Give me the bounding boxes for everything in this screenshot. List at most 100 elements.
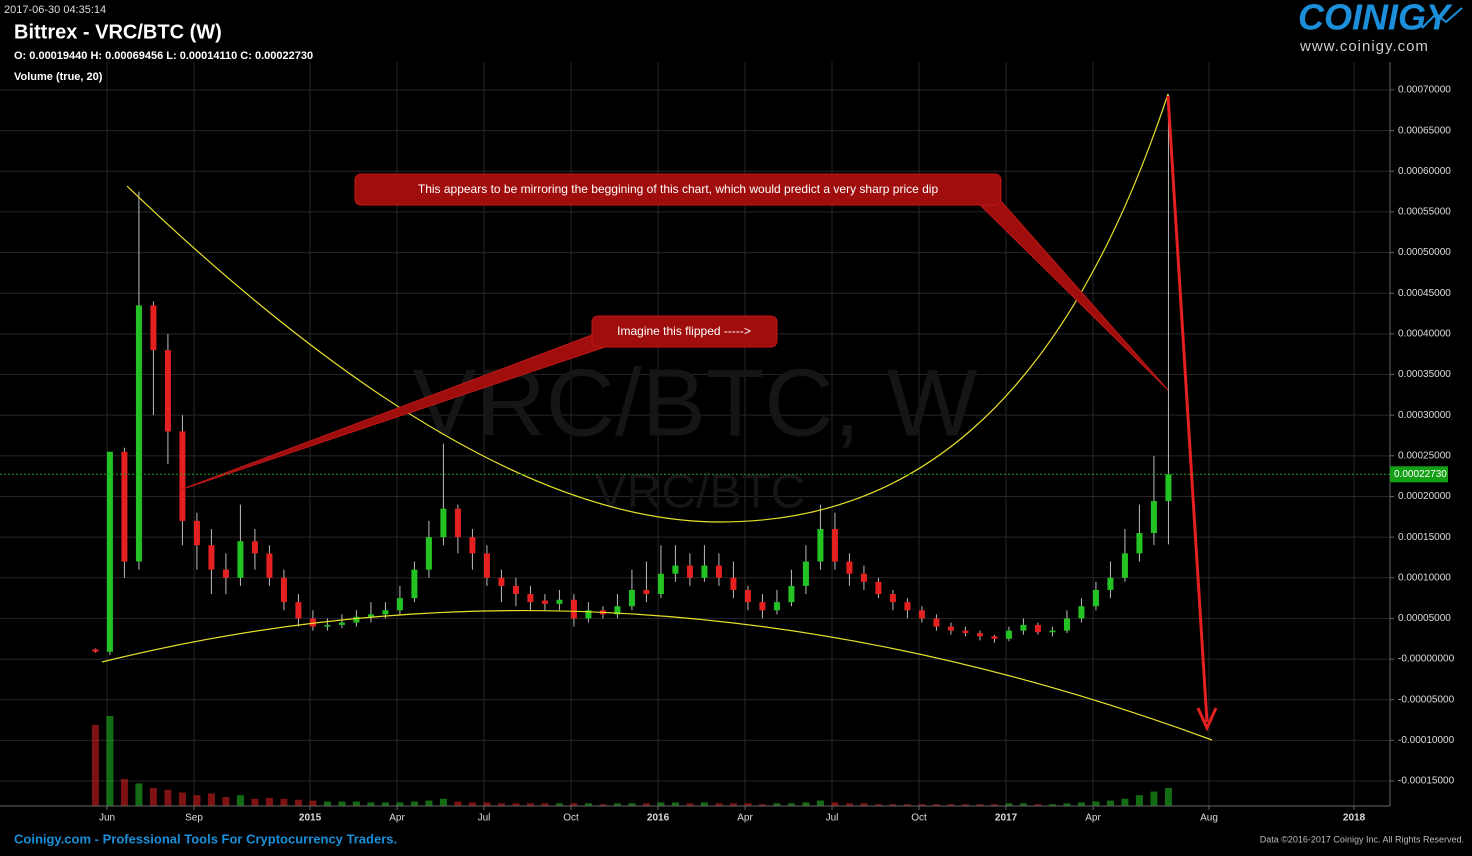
- candle-body: [266, 553, 273, 578]
- candle-body: [164, 350, 171, 432]
- candle-body: [469, 537, 476, 554]
- candle-body: [1165, 474, 1172, 502]
- candle-body: [976, 633, 983, 637]
- candle-body: [904, 602, 911, 611]
- grid: [0, 62, 1390, 806]
- volume-bar: [1092, 801, 1100, 806]
- volume-bar: [671, 802, 679, 806]
- volume-bar: [149, 788, 157, 806]
- volume-label: Volume (true, 20): [14, 71, 103, 83]
- volume-bar: [425, 800, 433, 806]
- volume-bar: [657, 802, 665, 806]
- candle-body: [498, 577, 505, 586]
- candle-body: [875, 581, 882, 595]
- candle-body: [1049, 630, 1056, 633]
- candle-body: [831, 529, 838, 562]
- candle-body: [570, 599, 577, 619]
- volume-bar: [715, 803, 723, 806]
- volume-bar: [338, 801, 346, 806]
- candles: [92, 94, 1172, 656]
- candle-body: [773, 602, 780, 611]
- candle-body: [933, 618, 940, 627]
- candle-body: [628, 589, 635, 607]
- candle-body: [918, 610, 925, 619]
- volume-bar: [613, 803, 621, 806]
- callout: [591, 315, 778, 348]
- volume-bar: [193, 795, 201, 806]
- candle-body: [208, 545, 215, 570]
- y-tick-label: 0.00040000: [1398, 329, 1451, 340]
- candle-body: [1078, 606, 1085, 619]
- volume-bar: [367, 802, 375, 806]
- candle-body: [150, 305, 157, 351]
- volume-bar: [164, 789, 172, 806]
- candle-body: [367, 614, 374, 617]
- candle-body: [135, 305, 142, 562]
- candle-body: [1092, 589, 1099, 607]
- volume-bar: [120, 779, 128, 806]
- volume-bar: [294, 799, 302, 806]
- candle-body: [1063, 618, 1070, 631]
- volume-bar: [744, 803, 752, 806]
- volume-bar: [990, 804, 998, 806]
- y-tick-label: 0.00005000: [1398, 613, 1451, 624]
- candle-body: [295, 602, 302, 619]
- candle-body: [860, 573, 867, 582]
- timestamp: 2017-06-30 04:35:14: [4, 4, 106, 16]
- volume-bar: [454, 801, 462, 806]
- x-tick-label: Apr: [1085, 813, 1101, 824]
- volume-bar: [280, 798, 288, 806]
- y-tick-label: 0.00025000: [1398, 450, 1451, 461]
- candle-body: [324, 624, 331, 627]
- volume-bar: [468, 802, 476, 806]
- volume-bar: [1121, 798, 1129, 806]
- x-tick-label: Apr: [737, 813, 753, 824]
- volume-bar: [91, 725, 99, 806]
- candle-body: [251, 541, 258, 554]
- candle-body: [1136, 533, 1143, 554]
- candle-body: [962, 630, 969, 634]
- arrow: [1166, 95, 1209, 723]
- candle-body: [614, 606, 621, 615]
- candle-body: [237, 541, 244, 578]
- candle-body: [382, 610, 389, 615]
- candle-body: [280, 577, 287, 603]
- candle-body: [1005, 630, 1012, 639]
- volume-bar: [976, 804, 984, 806]
- volume-bar: [1034, 804, 1042, 806]
- volume-bar: [178, 792, 186, 806]
- x-tick-label: Aug: [1200, 813, 1218, 824]
- y-tick-label: 0.00045000: [1398, 288, 1451, 299]
- x-tick-label: 2016: [647, 813, 670, 824]
- candle-body: [541, 600, 548, 604]
- volume-bar: [570, 803, 578, 806]
- volume-bar: [483, 802, 491, 806]
- candle-body: [121, 451, 128, 562]
- x-tick-label: Jul: [478, 813, 491, 824]
- y-tick-label: 0.00035000: [1398, 369, 1451, 380]
- volume-bar: [1019, 803, 1027, 806]
- volume-bar: [207, 793, 215, 806]
- volume-bar: [860, 803, 868, 806]
- y-tick-label: 0.00050000: [1398, 247, 1451, 258]
- candle-body: [1020, 624, 1027, 631]
- watermark: VRC/BTC, W: [412, 349, 978, 456]
- candle-body: [788, 585, 795, 603]
- candle-body: [846, 561, 853, 574]
- volume-bar: [309, 800, 317, 806]
- volume-bar: [1135, 795, 1143, 806]
- volume-bar: [1164, 788, 1172, 806]
- candle-body: [353, 616, 360, 623]
- candle-body: [672, 565, 679, 574]
- volume-bar: [555, 803, 563, 806]
- footer-right: Data ©2016-2017 Coinigy Inc. All Rights …: [1260, 834, 1464, 844]
- candle-body: [106, 451, 113, 652]
- ohlc: O: 0.00019440 H: 0.00069456 L: 0.0001411…: [14, 50, 313, 62]
- candle-body: [483, 553, 490, 578]
- candle-body: [338, 622, 345, 625]
- y-tick-label: 0.00055000: [1398, 207, 1451, 218]
- volume-bar: [686, 803, 694, 806]
- volume-bar: [773, 803, 781, 806]
